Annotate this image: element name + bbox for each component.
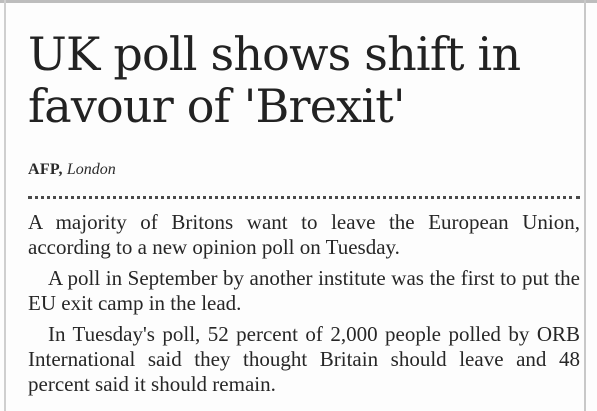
headline: UK poll shows shift in favour of 'Brexit…: [28, 27, 521, 133]
right-border: [584, 0, 586, 411]
paragraph-1: A majority of Britons want to leave the …: [28, 210, 580, 259]
dotted-separator: [28, 196, 580, 199]
paragraph-3: In Tuesday's poll, 52 percent of 2,000 p…: [28, 322, 580, 396]
left-border: [4, 0, 6, 411]
byline: AFP, London: [28, 160, 116, 180]
byline-agency: AFP,: [28, 161, 63, 178]
article-body: A majority of Britons want to leave the …: [28, 210, 580, 403]
top-border: [0, 0, 597, 3]
paragraph-2: A poll in September by another institute…: [28, 266, 580, 315]
byline-city: London: [66, 161, 116, 178]
